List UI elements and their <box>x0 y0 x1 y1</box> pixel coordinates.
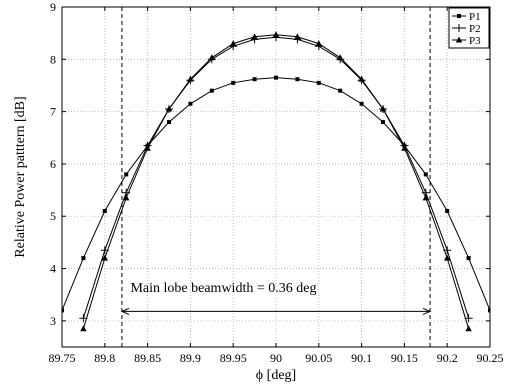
y-axis-label: Relative Power patttern [dB] <box>13 96 28 257</box>
x-tick-label: 90.1 <box>351 351 372 365</box>
marker-square <box>381 120 385 125</box>
marker-square <box>295 77 300 82</box>
y-tick-label: 7 <box>50 105 56 119</box>
x-tick-label: 90.15 <box>391 351 418 365</box>
marker-square <box>466 256 471 261</box>
marker-triangle <box>379 105 387 112</box>
marker-square <box>188 101 193 106</box>
x-axis-label: ϕ [deg] <box>256 368 296 383</box>
marker-triangle <box>80 325 87 332</box>
tick-labels: 89.75 89.8 89.85 89.9 89.95 90 90.05 90.1 90.15 9… <box>49 0 504 365</box>
marker-triangle <box>401 144 408 151</box>
y-tick-label: 3 <box>50 314 56 328</box>
x-tick-label: 90 <box>270 351 282 365</box>
marker-triangle <box>315 40 322 47</box>
marker-triangle <box>294 33 301 40</box>
arrow-head-right <box>422 307 432 315</box>
marker-square <box>81 256 86 261</box>
x-tick-label: 89.95 <box>220 351 247 365</box>
marker-triangle <box>272 31 280 38</box>
marker-square <box>231 80 236 85</box>
marker-plus <box>455 24 463 32</box>
y-tick-label: 9 <box>50 0 56 14</box>
y-tick-label: 4 <box>50 262 56 276</box>
marker-triangle <box>230 40 237 47</box>
beamwidth-annotation-text: Main lobe beamwidth = 0.36 deg <box>130 281 316 296</box>
marker-square <box>445 209 450 213</box>
marker-square <box>423 172 428 177</box>
legend-item-p2: P2 <box>452 23 481 35</box>
x-tick-label: 89.85 <box>134 351 161 365</box>
marker-triangle <box>444 254 451 261</box>
x-tick-label: 90.05 <box>305 351 332 365</box>
y-tick-label: 5 <box>50 209 56 223</box>
marker-square <box>102 209 107 213</box>
ticks <box>61 6 491 347</box>
marker-triangle <box>337 54 344 61</box>
legend-label: P3 <box>469 35 481 47</box>
marker-triangle <box>455 36 463 43</box>
series-p3 <box>80 31 472 332</box>
x-tick-label: 90.2 <box>437 351 458 365</box>
marker-triangle <box>251 33 258 40</box>
y-tick-label: 8 <box>50 52 56 66</box>
marker-triangle <box>422 194 429 201</box>
legend-label: P1 <box>469 11 481 23</box>
marker-triangle <box>144 144 151 151</box>
marker-triangle <box>358 75 365 82</box>
legend-item-p3: P3 <box>452 35 481 47</box>
beamwidth-lines <box>121 7 431 347</box>
marker-square <box>359 101 364 106</box>
x-tick-label: 89.8 <box>94 351 115 365</box>
y-tick-label: 6 <box>50 157 56 171</box>
series-group <box>62 31 490 332</box>
arrow-head-left <box>120 307 130 315</box>
marker-square <box>167 120 171 125</box>
marker-triangle <box>187 75 194 82</box>
marker-triangle <box>208 54 215 61</box>
marker-square <box>488 308 490 313</box>
marker-square <box>274 75 278 80</box>
marker-square <box>209 88 214 93</box>
legend-item-p1: P1 <box>452 11 481 23</box>
marker-square <box>124 172 129 177</box>
marker-square <box>338 88 343 93</box>
x-tick-label: 90.25 <box>477 351 504 365</box>
marker-triangle <box>165 105 173 112</box>
marker-square <box>62 308 64 313</box>
marker-triangle <box>101 254 108 261</box>
marker-square <box>457 14 461 18</box>
x-tick-label: 89.75 <box>49 351 76 365</box>
legend-label: P2 <box>469 23 481 35</box>
x-tick-label: 89.9 <box>180 351 201 365</box>
marker-square <box>252 77 257 82</box>
marker-triangle <box>465 325 472 332</box>
marker-square <box>316 80 321 85</box>
series-p1 <box>62 75 490 313</box>
marker-triangle <box>123 194 130 201</box>
annotation: Main lobe beamwidth = 0.36 deg <box>120 281 432 315</box>
